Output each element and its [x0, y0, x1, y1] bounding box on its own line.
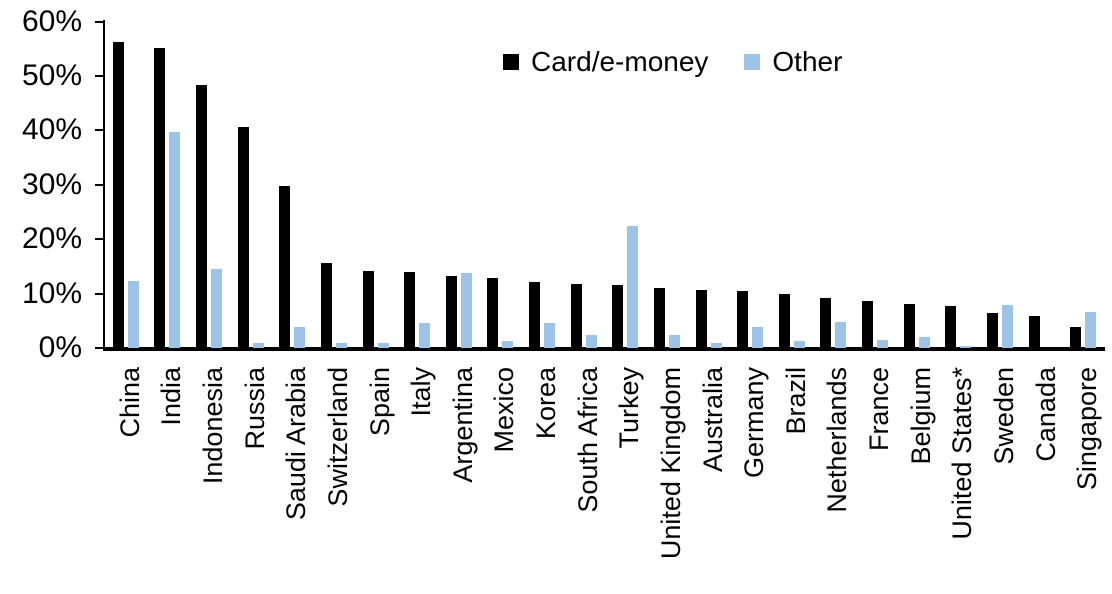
bar-card-e-money-china — [113, 42, 124, 348]
x-label-sweden: Sweden — [989, 367, 1019, 465]
bar-card-e-money-italy — [404, 272, 415, 348]
bar-other-indonesia — [211, 269, 222, 348]
y-axis-tick — [95, 184, 103, 186]
bar-other-switzerland — [336, 343, 347, 348]
legend-item-other: Other — [744, 48, 842, 76]
bar-card-e-money-united-kingdom — [654, 288, 665, 348]
bar-card-e-money-netherlands — [820, 298, 831, 348]
bar-other-australia — [711, 343, 722, 348]
y-axis-tick — [95, 75, 103, 77]
x-label-saudi-arabia: Saudi Arabia — [281, 367, 311, 521]
bar-other-korea — [544, 323, 555, 348]
bar-card-e-money-france — [862, 301, 873, 348]
x-label-united-kingdom: United Kingdom — [656, 367, 686, 560]
bar-other-turkey — [627, 226, 638, 348]
bar-other-russia — [253, 343, 264, 348]
bar-other-united-states — [960, 346, 971, 348]
x-label-france: France — [864, 367, 894, 452]
bar-other-netherlands — [835, 322, 846, 348]
bar-card-e-money-switzerland — [321, 263, 332, 348]
bar-card-e-money-india — [154, 48, 165, 348]
bar-card-e-money-saudi-arabia — [279, 186, 290, 348]
bar-other-singapore — [1085, 312, 1096, 348]
x-label-brazil: Brazil — [781, 367, 811, 435]
bar-other-italy — [419, 323, 430, 348]
bar-other-spain — [378, 343, 389, 348]
x-label-turkey: Turkey — [614, 367, 644, 449]
x-label-argentina: Argentina — [448, 367, 478, 483]
bar-other-france — [877, 340, 888, 348]
legend-item-card-e-money: Card/e-money — [503, 48, 708, 76]
x-label-belgium: Belgium — [906, 367, 936, 465]
x-label-switzerland: Switzerland — [323, 367, 353, 507]
bar-other-united-kingdom — [669, 335, 680, 348]
bar-card-e-money-korea — [529, 282, 540, 348]
y-axis-label: 10% — [21, 277, 82, 310]
y-axis-line — [103, 20, 105, 352]
bar-card-e-money-south-africa — [571, 284, 582, 348]
x-label-canada: Canada — [1031, 367, 1061, 462]
bar-other-brazil — [794, 341, 805, 348]
x-label-germany: Germany — [739, 367, 769, 479]
bar-card-e-money-russia — [238, 127, 249, 348]
bar-card-e-money-singapore — [1070, 327, 1081, 348]
bar-other-mexico — [502, 341, 513, 348]
y-axis-tick — [95, 347, 103, 349]
x-label-italy: Italy — [406, 367, 436, 417]
bar-card-e-money-germany — [737, 291, 748, 348]
y-axis-tick — [95, 293, 103, 295]
x-label-netherlands: Netherlands — [822, 367, 852, 513]
bar-other-china — [128, 281, 139, 348]
legend-label-card-e-money: Card/e-money — [531, 46, 709, 77]
x-label-indonesia: Indonesia — [198, 367, 228, 485]
x-label-australia: Australia — [698, 367, 728, 473]
y-axis-label: 40% — [21, 113, 82, 146]
x-axis-line — [103, 347, 1105, 351]
bar-card-e-money-indonesia — [196, 85, 207, 348]
x-label-russia: Russia — [240, 367, 270, 450]
legend-label-other: Other — [772, 46, 843, 77]
x-label-spain: Spain — [365, 367, 395, 437]
bar-card-e-money-argentina — [446, 276, 457, 348]
chart-legend: Card/e-money Other — [503, 48, 842, 76]
bar-card-e-money-spain — [363, 271, 374, 348]
bar-card-e-money-mexico — [487, 278, 498, 348]
bar-other-belgium — [919, 337, 930, 348]
legend-swatch-other-icon — [744, 54, 761, 70]
x-label-korea: Korea — [531, 367, 561, 440]
x-label-india: India — [156, 367, 186, 426]
x-label-singapore: Singapore — [1072, 367, 1102, 491]
bar-other-argentina — [461, 273, 472, 348]
y-axis-tick — [95, 129, 103, 131]
bar-other-saudi-arabia — [294, 327, 305, 348]
bar-card-e-money-brazil — [779, 294, 790, 348]
bar-other-south-africa — [586, 335, 597, 348]
y-axis-tick — [95, 21, 103, 23]
bar-card-e-money-canada — [1029, 316, 1040, 348]
x-label-united-states: United States* — [947, 367, 977, 540]
y-axis-label: 60% — [21, 5, 82, 38]
x-label-china: China — [115, 367, 145, 438]
y-axis-label: 0% — [38, 331, 82, 364]
bar-card-e-money-turkey — [612, 285, 623, 348]
y-axis-label: 30% — [21, 168, 82, 201]
bar-card-e-money-united-states — [945, 306, 956, 348]
x-label-south-africa: South Africa — [573, 367, 603, 513]
y-axis-tick — [95, 238, 103, 240]
bar-card-e-money-australia — [696, 290, 707, 348]
x-label-mexico: Mexico — [489, 367, 519, 453]
bar-other-germany — [752, 327, 763, 348]
bar-card-e-money-belgium — [904, 304, 915, 348]
legend-swatch-card-e-money-icon — [503, 54, 519, 70]
y-axis-label: 50% — [21, 59, 82, 92]
bar-other-sweden — [1002, 305, 1013, 348]
bar-other-india — [169, 132, 180, 348]
bar-card-e-money-sweden — [987, 313, 998, 348]
y-axis-label: 20% — [21, 222, 82, 255]
